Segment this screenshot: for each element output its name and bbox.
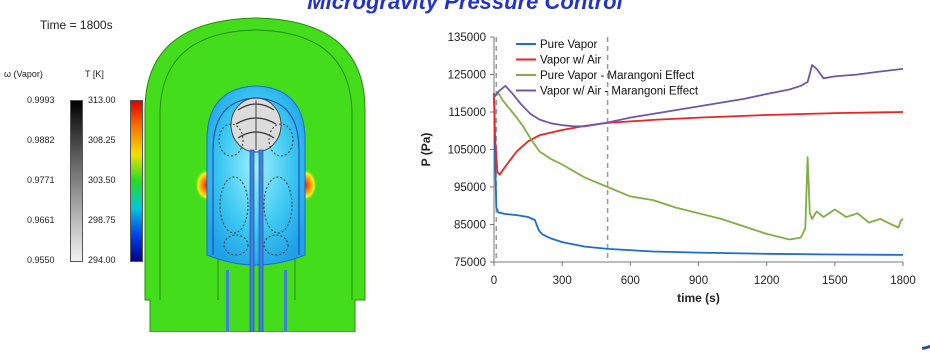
tank-simulation-image	[144, 17, 366, 332]
y-tick-label: 75000	[454, 257, 486, 269]
omega-tick: 0.9550	[27, 255, 55, 265]
y-axis-label: P (Pa)	[419, 133, 433, 167]
y-tick-label: 135000	[448, 32, 486, 44]
x-tick-label: 300	[553, 275, 572, 287]
series-line-3	[493, 64, 904, 128]
omega-tick: 0.9661	[27, 215, 55, 225]
y-tick-label: 115000	[448, 107, 486, 119]
temperature-tick: 308.25	[88, 135, 116, 145]
pressure-chart: 75000 85000 95000 105000 115000 125000 135000 0…	[419, 32, 916, 305]
temperature-tick: 294.00	[88, 255, 116, 265]
x-tick-label: 1200	[754, 275, 780, 287]
y-tick-label: 125000	[448, 70, 486, 82]
y-tick-label: 105000	[448, 145, 486, 157]
x-axis-label: time (s)	[677, 291, 720, 305]
series-line-1	[493, 93, 904, 176]
omega-tick: 0.9771	[27, 175, 55, 185]
x-tick-label: 900	[689, 275, 708, 287]
series-line-2	[493, 92, 904, 241]
x-tick-label: 1500	[822, 275, 848, 287]
omega-colorbar	[70, 100, 83, 262]
legend-label: Vapor w/ Air	[540, 55, 601, 67]
legend-label: Pure Vapor - Marangoni Effect	[540, 70, 695, 82]
x-tick-label: 0	[491, 275, 497, 287]
omega-tick: 0.9882	[27, 135, 55, 145]
x-tick-label: 1800	[890, 275, 916, 287]
temperature-colorbar	[130, 100, 143, 262]
x-tick-label: 600	[621, 275, 640, 287]
temperature-tick: 313.00	[88, 95, 116, 105]
temperature-tick: 303.50	[88, 175, 116, 185]
series-line-0	[493, 93, 904, 256]
time-label: Time = 1800s	[40, 18, 113, 32]
temperature-tick: 298.75	[88, 215, 116, 225]
legend-label: Pure Vapor	[540, 39, 597, 51]
page-title: Microgravity Pressure Control	[307, 0, 623, 14]
y-tick-label: 95000	[454, 182, 486, 194]
omega-legend-header: ω (Vapor)	[4, 69, 43, 79]
y-tick-label: 85000	[454, 220, 486, 232]
omega-tick: 0.9993	[27, 95, 55, 105]
temperature-legend-header: T [K]	[85, 69, 104, 79]
legend-label: Vapor w/ Air - Marangoni Effect	[540, 86, 699, 98]
